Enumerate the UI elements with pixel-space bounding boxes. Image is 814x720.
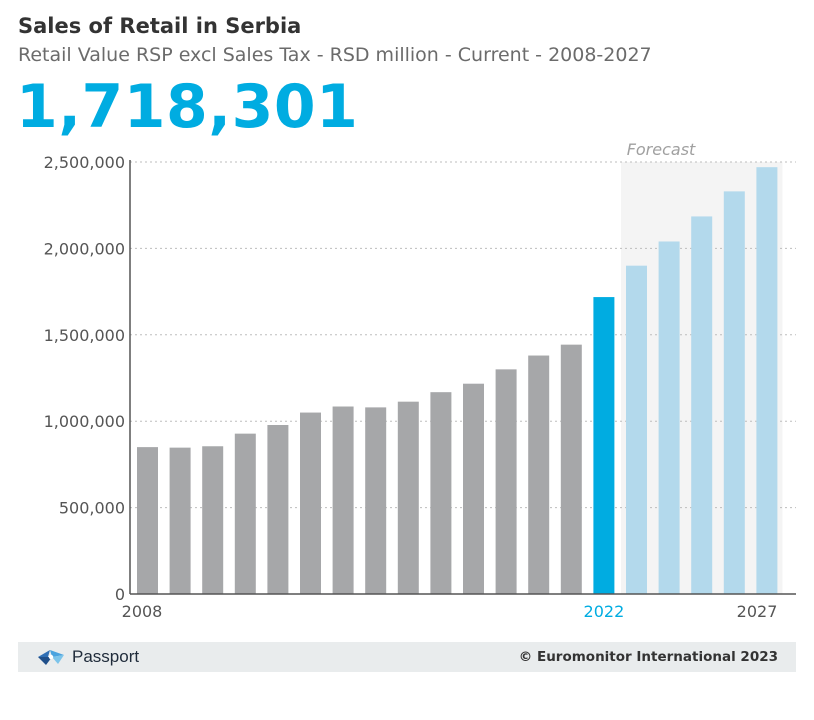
bar-2026 [723,191,745,594]
chart-subtitle: Retail Value RSP excl Sales Tax - RSD mi… [18,44,652,66]
copyright-text: © Euromonitor International 2023 [518,649,778,665]
x-tick-label-2008: 2008 [122,602,163,621]
bar-chart: Forecast 0 500,000 1,000,000 1,500,000 2,000,… [44,140,796,621]
bar-2024 [658,241,680,594]
bar-2022 [593,297,615,594]
y-tick-label: 1,500,000 [44,326,125,345]
chart-title: Sales of Retail in Serbia [18,14,302,38]
bar-2011 [234,433,256,594]
bar-2021 [560,344,582,594]
bar-2012 [267,425,289,594]
bar-2010 [202,446,224,594]
bar-2013 [300,412,321,594]
y-tick-label: 1,000,000 [44,412,125,431]
bar-2016 [397,401,419,594]
y-tick-label: 500,000 [59,499,125,518]
x-tick-label-2027: 2027 [737,602,778,621]
y-tick-label: 2,500,000 [44,153,125,172]
x-tick-label-2022: 2022 [584,602,625,621]
y-tick-label: 0 [115,585,125,604]
passport-logo: Passport [36,646,139,668]
headline-value: 1,718,301 [16,72,359,142]
bar-2025 [691,216,713,594]
y-tick-label: 2,000,000 [44,239,125,258]
bar-2017 [430,392,452,594]
bar-2008 [137,447,158,594]
bar-2020 [528,355,550,594]
footer-bar: Passport © Euromonitor International 202… [18,642,796,672]
passport-logo-icon [38,650,64,665]
bar-2014 [332,406,354,594]
bar-2019 [495,369,517,594]
bar-2018 [463,383,484,594]
passport-brand-text: Passport [72,647,140,666]
bar-2023 [626,265,647,594]
bar-2027 [756,167,778,594]
bar-2015 [365,407,387,594]
bar-2009 [169,447,191,594]
forecast-label: Forecast [627,140,696,159]
